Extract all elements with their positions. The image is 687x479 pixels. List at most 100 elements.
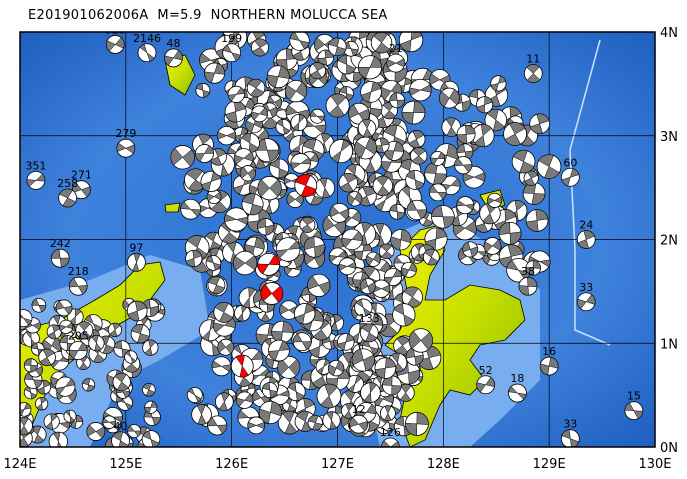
focal-mechanism-ball — [386, 53, 406, 73]
focal-mechanism-ball — [307, 273, 331, 298]
focal-mechanism-ball — [454, 156, 473, 175]
focal-mechanism-ball — [222, 43, 242, 63]
land-talaud-islet — [164, 202, 181, 213]
focal-mechanism-ball — [203, 62, 226, 84]
focal-mechanism-ball — [257, 175, 282, 201]
focal-mechanism-ball — [389, 203, 406, 220]
mechanism-label: 24 — [579, 219, 593, 232]
focal-mechanism-ball — [214, 392, 234, 412]
focal-mechanism-ball — [392, 303, 416, 327]
mechanism-label: 33 — [579, 281, 593, 294]
focal-mechanism-ball — [269, 158, 290, 179]
focal-mechanism-ball — [340, 403, 357, 419]
focal-mechanism-ball — [409, 78, 432, 102]
focal-mechanism-ball — [342, 40, 359, 57]
focal-mechanism-ball — [268, 339, 290, 362]
focal-mechanism-ball — [239, 165, 256, 182]
focal-mechanism-ball — [341, 228, 363, 251]
mechanism-label: 33 — [563, 418, 577, 431]
focal-mechanism-ball — [142, 383, 156, 397]
focal-mechanism-ball — [126, 300, 148, 322]
x-tick-label: 130E — [638, 457, 671, 472]
focal-mechanism-ball — [398, 32, 424, 53]
mechanism-label: 52 — [479, 364, 493, 377]
focal-mechanism-ball — [327, 359, 345, 377]
focal-mechanism-ball — [185, 249, 203, 268]
focal-mechanism-ball — [503, 122, 527, 146]
focal-mechanism-ball — [438, 87, 460, 109]
mechanism-label: 48 — [166, 37, 180, 50]
focal-mechanism-ball — [292, 332, 312, 352]
focal-mechanism-ball — [88, 335, 105, 352]
focal-mechanism-ball — [130, 323, 151, 344]
focal-mechanism-ball — [401, 100, 426, 125]
mechanism-label: 242 — [50, 237, 71, 250]
focal-mechanism-ball — [216, 125, 237, 146]
focal-mechanism-ball — [410, 147, 428, 165]
focal-mechanism-ball — [43, 413, 60, 430]
focal-mechanism-ball — [329, 139, 354, 164]
focal-mechanism-ball — [31, 297, 47, 313]
focal-mechanism-ball — [307, 414, 324, 431]
focal-mechanism-ball — [184, 168, 208, 192]
focal-mechanism-ball — [34, 397, 49, 411]
focal-mechanism-ball — [359, 278, 376, 295]
focal-mechanism-ball — [256, 218, 275, 236]
focal-mechanism-ball — [405, 169, 426, 190]
focal-mechanism-ball — [560, 167, 580, 187]
mechanism-label: 97 — [129, 241, 143, 254]
focal-mechanism-ball — [523, 170, 539, 186]
focal-mechanism-ball — [379, 405, 396, 422]
focal-mechanism-ball — [456, 196, 475, 215]
focal-mechanism-ball — [233, 148, 254, 169]
focal-mechanism-ball — [483, 237, 502, 255]
mechanism-label: 279 — [115, 127, 136, 140]
focal-mechanism-ball — [68, 276, 88, 296]
focal-mechanism-ball — [293, 303, 316, 325]
focal-mechanism-ball — [111, 431, 130, 447]
focal-mechanism-ball — [404, 411, 429, 436]
focal-mechanism-ball — [345, 374, 365, 393]
focal-mechanism-ball — [224, 100, 247, 123]
mechanism-label: 18 — [510, 372, 524, 385]
focal-mechanism-ball — [71, 180, 91, 200]
mechanism-label: 21 — [389, 42, 403, 55]
mechanism-label: 15 — [627, 390, 641, 403]
focal-mechanism-ball — [476, 375, 496, 395]
focal-mechanism-ball — [217, 338, 235, 356]
focal-mechanism-ball — [105, 35, 125, 54]
focal-mechanism-ball — [525, 260, 541, 276]
focal-mechanism-ball — [428, 183, 447, 202]
focal-mechanism-ball — [490, 75, 507, 92]
focal-mechanism-ball — [86, 422, 106, 441]
focal-mechanism-ball — [205, 255, 222, 271]
x-tick-label: 124E — [3, 457, 36, 472]
focal-mechanism-ball — [232, 250, 258, 276]
focal-mechanism-ball — [338, 172, 358, 193]
focal-mechanism-ball — [360, 81, 382, 103]
focal-mechanism-ball — [523, 64, 543, 83]
focal-mechanism-ball — [390, 229, 412, 251]
focal-mechanism-ball — [357, 119, 377, 138]
focal-mechanism-ball — [277, 355, 301, 379]
x-tick-label: 125E — [109, 457, 142, 472]
focal-mechanism-ball — [536, 154, 562, 179]
focal-mechanism-ball — [211, 356, 232, 377]
focal-mechanism-ball — [309, 108, 325, 124]
focal-mechanism-ball — [102, 415, 117, 429]
x-tick-label: 126E — [215, 457, 248, 472]
focal-mechanism-ball — [518, 276, 538, 296]
focal-mechanism-ball — [383, 267, 403, 287]
focal-mechanism-ball — [141, 430, 161, 447]
focal-mechanism-ball — [279, 300, 299, 320]
focal-mechanism-ball — [462, 241, 479, 258]
focal-mechanism-ball — [207, 276, 226, 295]
mechanism-label: 351 — [25, 159, 46, 172]
focal-mechanism-ball — [224, 207, 249, 232]
mechanism-label: 133 — [359, 312, 380, 325]
focal-mechanism-ball — [195, 144, 214, 163]
focal-mechanism-ball — [430, 150, 446, 166]
focal-mechanism-ball — [374, 357, 397, 379]
focal-mechanism-ball — [407, 130, 426, 149]
